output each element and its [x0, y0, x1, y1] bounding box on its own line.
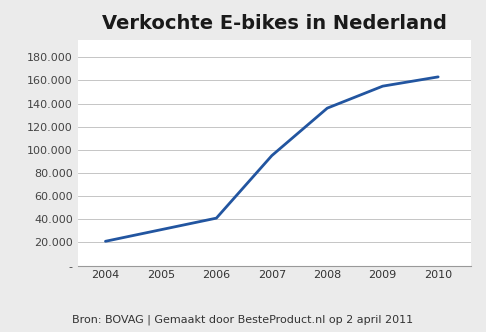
Text: Bron: BOVAG | Gemaakt door BesteProduct.nl op 2 april 2011: Bron: BOVAG | Gemaakt door BesteProduct.…: [72, 315, 414, 325]
Title: Verkochte E-bikes in Nederland: Verkochte E-bikes in Nederland: [102, 14, 447, 33]
